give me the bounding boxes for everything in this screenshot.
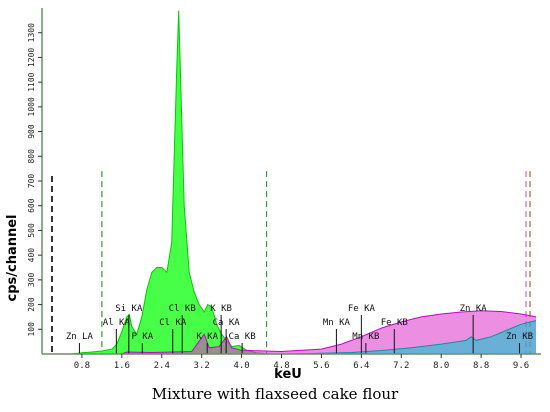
peak-label: Ca KB [229,332,256,342]
series-2-line [47,320,537,355]
y-tick-label: 1000 [27,97,36,116]
peak-label: Si KA [115,304,143,314]
series-0-area [47,10,536,354]
y-tick-label: 500 [27,223,36,238]
y-tick-label: 200 [27,297,36,312]
x-tick-label: 4.8 [273,361,289,371]
x-tick-label: 6.4 [353,361,369,371]
peak-label: K KA [196,332,218,342]
y-tick-label: 1200 [27,48,36,67]
axes: 0.8 1.6 2.4 3.2 4.0 4.8 5.6 6.4 7.2 8.0 8.8 9.6 100 2… [27,8,541,371]
y-tick-label: 1300 [27,23,36,42]
spectrum-series [47,10,537,355]
spectrum-chart: Zn LA Al KA Si KA P KA Cl KA Cl KB K KA Ca KA K … [5,8,541,382]
x-tick-label: 0.8 [74,361,90,371]
peak-label: Al KA [103,318,131,328]
x-tick-label: 1.6 [114,361,130,371]
y-tick-label: 800 [27,149,36,164]
y-tick-label: 1100 [27,72,36,91]
peak-label: Fe KB [381,318,408,328]
y-axis-label: cps/channel [5,214,20,301]
y-tick-label: 900 [27,124,36,139]
peak-label: Zn KB [506,332,533,342]
y-tick-label: 100 [27,322,36,337]
peak-labels: Zn LA Al KA Si KA P KA Cl KA Cl KB K KA Ca KA K … [66,304,533,354]
peak-label: Mn KB [352,332,379,342]
x-tick-label: 3.2 [194,361,210,371]
peak-label: Zn LA [66,332,94,342]
series-0-line [47,10,536,355]
peak-label: Zn KA [460,304,488,314]
peak-label: P KA [131,332,153,342]
x-tick-label: 2.4 [154,361,170,371]
series-2-area [47,320,536,354]
y-tick-label: 600 [27,198,36,213]
peak-label: Fe KA [348,304,376,314]
peak-label: Cl KA [159,318,187,328]
y-tick-label: 400 [27,248,36,263]
peak-label: Cl KB [169,304,196,314]
x-tick-label: 4.0 [233,361,249,371]
peak-label: Ca KA [213,318,241,328]
peak-label: K KB [210,304,232,314]
x-tick-label: 5.6 [313,361,329,371]
x-tick-label: 9.6 [513,361,529,371]
x-tick-label: 8.8 [473,361,489,371]
series-1-line [47,310,537,355]
x-tick-label: 8.0 [433,361,449,371]
y-tick-label: 700 [27,174,36,189]
series-1-area [47,310,536,354]
x-tick-label: 7.2 [393,361,409,371]
x-axis-label: keU [274,367,302,382]
y-tick-label: 300 [27,272,36,287]
peak-label: Mn KA [323,318,351,328]
figure-caption: Mixture with flaxseed cake flour [151,385,399,403]
